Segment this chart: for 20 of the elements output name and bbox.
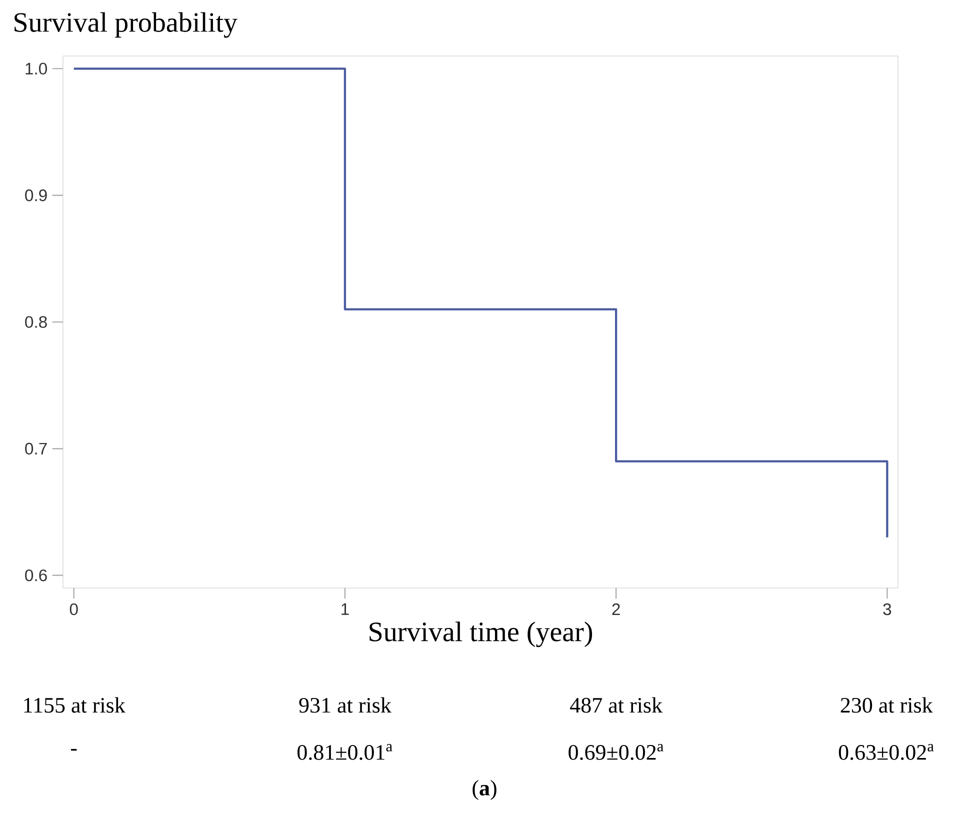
y-tick-label: 0.8 (25, 316, 47, 328)
text: (a) (472, 780, 496, 800)
text: 230 at risk (840, 697, 933, 713)
text: - (70, 749, 77, 751)
y-tick-label: 0.6 (25, 569, 47, 582)
y-axis-title: Survival probability (14, 12, 238, 38)
text: 1155 at risk (24, 697, 126, 713)
x-axis-title: Survival time (year) (370, 622, 592, 648)
text: 0.63±0.02$^{a}$ (838, 744, 934, 760)
text: 0.69±0.02$^{a}$ (568, 744, 664, 760)
text: 0.81±0.01$^{a}$ (298, 744, 392, 760)
x-tick-label: 3 (883, 603, 892, 616)
x-tick-label: 0 (70, 603, 78, 616)
text: 487 at risk (570, 697, 663, 713)
y-tick-label: 0.9 (25, 189, 47, 202)
x-tick-label: 2 (612, 603, 620, 616)
y-tick-label: 1.0 (26, 62, 47, 75)
text: 931 at risk (299, 697, 392, 713)
y-tick-label: 0.7 (25, 442, 47, 455)
x-tick-label: 1 (342, 603, 349, 615)
